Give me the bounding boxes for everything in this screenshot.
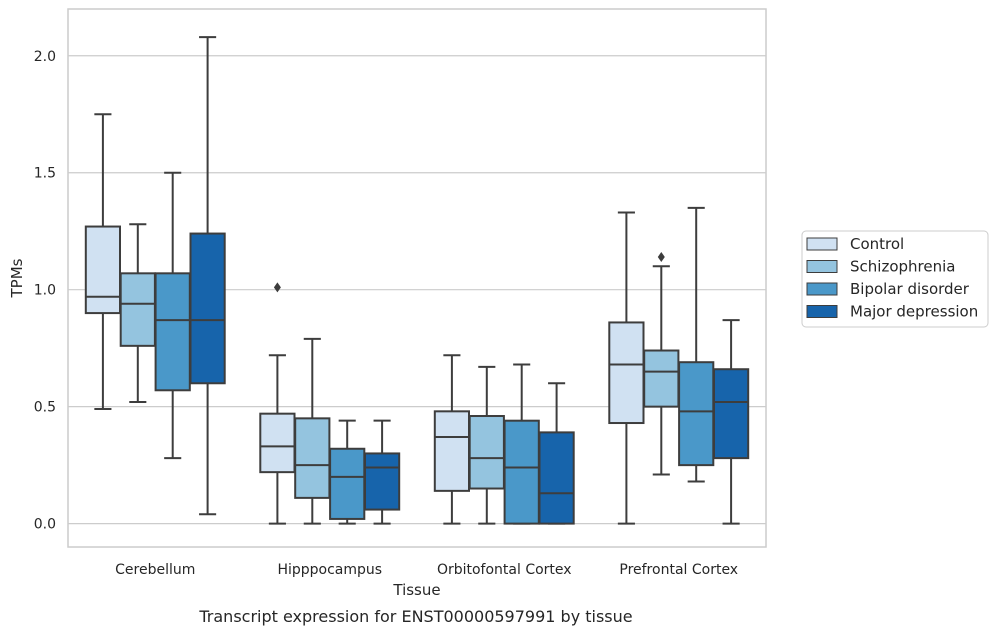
figure-caption: Transcript expression for ENST0000059799… xyxy=(198,607,632,626)
legend-swatch xyxy=(806,237,838,251)
boxes-layer xyxy=(84,36,750,525)
legend-swatch xyxy=(806,305,838,318)
x-tick-label: Orbitofontal Cortex xyxy=(437,562,572,578)
legend: Control Schizophrenia Bipolar disorder Majo… xyxy=(801,230,989,328)
box-group xyxy=(468,365,505,525)
box-iqr xyxy=(433,410,471,492)
box-group xyxy=(259,282,296,525)
legend-swatch xyxy=(806,260,838,273)
box-iqr xyxy=(84,225,122,315)
box-group xyxy=(678,206,715,483)
legend-label: Schizophrenia xyxy=(850,258,955,276)
box-group xyxy=(363,419,401,525)
outlier-point xyxy=(657,251,665,262)
box-group xyxy=(608,211,645,525)
box-iqr xyxy=(503,419,540,525)
box-iqr xyxy=(329,447,366,520)
box-iqr xyxy=(259,412,296,474)
box-group xyxy=(538,382,575,525)
y-tick-label: 1.5 xyxy=(34,166,56,182)
box-group xyxy=(712,319,750,525)
box-iqr xyxy=(538,431,575,525)
outlier-point xyxy=(273,282,281,293)
box-group xyxy=(643,251,680,476)
box-iqr xyxy=(294,417,331,499)
x-tick-label: Hipppocampus xyxy=(277,562,382,578)
legend-label: Control xyxy=(850,235,904,253)
box-group xyxy=(503,363,540,525)
x-axis-label: Tissue xyxy=(392,581,440,599)
x-tick-label: Prefrontal Cortex xyxy=(619,562,738,578)
box-iqr xyxy=(678,361,715,467)
box-iqr xyxy=(608,321,645,425)
y-tick-label: 2.0 xyxy=(34,49,56,65)
legend-swatch xyxy=(806,282,838,296)
legend-label: Bipolar disorder xyxy=(850,280,970,298)
box-iqr xyxy=(154,272,191,392)
y-tick-label: 0.0 xyxy=(34,517,56,533)
box-group xyxy=(119,223,156,403)
box-iqr xyxy=(119,272,156,347)
box-group xyxy=(189,36,226,516)
legend-frame xyxy=(801,230,989,328)
box-group xyxy=(433,354,471,525)
x-tick-labels: Cerebellum Hipppocampus Orbitofontal Corte… xyxy=(115,562,738,578)
y-tick-label: 0.5 xyxy=(34,400,56,416)
box-iqr xyxy=(363,452,401,511)
box-iqr xyxy=(468,415,505,490)
box-iqr xyxy=(189,232,226,385)
x-tick-label: Cerebellum xyxy=(115,562,195,578)
box-group xyxy=(84,113,122,410)
box-iqr xyxy=(643,349,680,408)
box-iqr xyxy=(712,368,750,460)
box-group xyxy=(154,171,191,460)
box-group xyxy=(294,337,331,525)
y-axis-label: TPMs xyxy=(8,258,26,298)
plot-frame xyxy=(67,8,767,548)
y-tick-labels: 0.0 0.5 1.0 1.5 2.0 xyxy=(34,49,56,533)
legend-label: Major depression xyxy=(850,303,978,321)
box-group xyxy=(329,419,366,525)
y-tick-label: 1.0 xyxy=(34,283,56,299)
